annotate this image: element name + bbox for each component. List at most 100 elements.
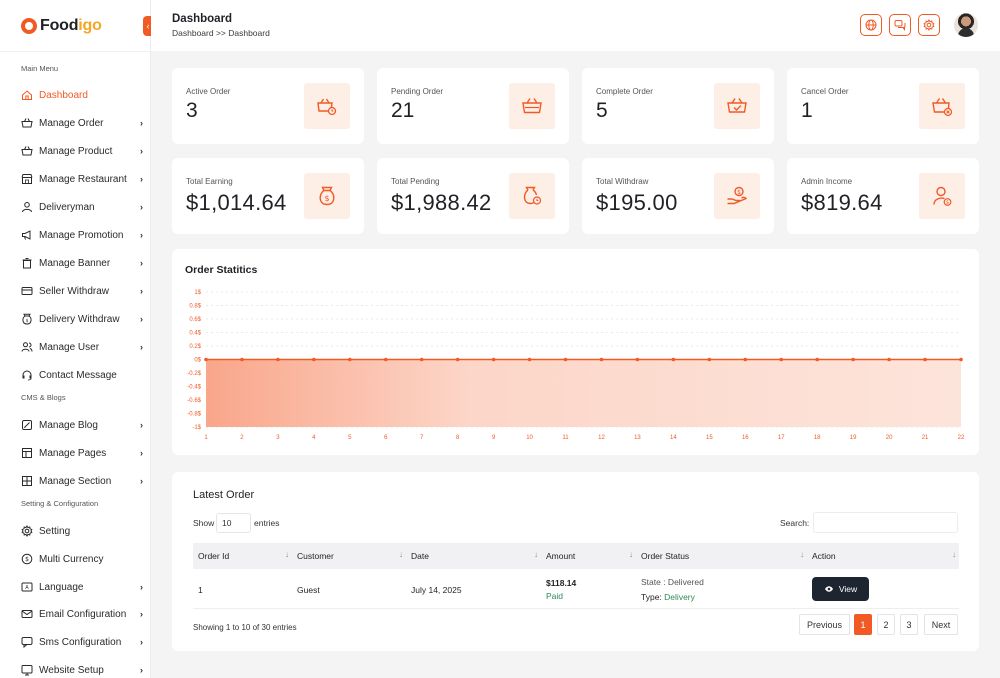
sidebar-item-manage-pages[interactable]: Manage Pages › [21, 444, 143, 462]
x-tick-label: 21 [922, 435, 929, 441]
basket-icon [509, 83, 555, 129]
sidebar-item-language[interactable]: A Language › [21, 578, 143, 596]
language-button[interactable] [860, 14, 882, 36]
website-icon [21, 665, 33, 676]
sidebar-collapse-button[interactable]: ‹ [143, 16, 153, 36]
stat-card-admin-income[interactable]: Admin Income $819.64 $ [787, 158, 979, 234]
topbar: Dashboard Dashboard >> Dashboard [151, 0, 1000, 51]
column-customer[interactable]: Customer [297, 551, 334, 561]
pages-icon [22, 448, 32, 458]
basket-check-icon [727, 98, 747, 113]
sidebar-item-seller-withdraw[interactable]: Seller Withdraw › [21, 282, 143, 300]
data-point [527, 357, 532, 362]
user-avatar[interactable] [954, 13, 978, 37]
pagination-page-2[interactable]: 2 [877, 614, 895, 635]
sidebar-item-website-setup[interactable]: Website Setup › [21, 661, 143, 678]
search-input[interactable] [813, 512, 958, 533]
date-cell: July 14, 2025 [411, 585, 462, 595]
basket-x-icon [932, 98, 953, 117]
row-divider [193, 608, 959, 609]
sort-icon[interactable]: ↓ [952, 550, 956, 559]
sort-icon[interactable]: ↓ [800, 550, 804, 559]
sidebar-item-label: Language [39, 581, 84, 593]
sidebar-item-label: Sms Configuration [39, 636, 122, 648]
stat-card-total-withdraw[interactable]: Total Withdraw $195.00 $ [582, 158, 774, 234]
sidebar-item-manage-product[interactable]: Manage Product › [21, 142, 143, 160]
sort-icon[interactable]: ↓ [534, 550, 538, 559]
sidebar-item-manage-section[interactable]: Manage Section › [21, 472, 143, 490]
sidebar-item-label: Contact Message [39, 369, 117, 381]
sidebar-item-manage-user[interactable]: Manage User › [21, 338, 143, 356]
sidebar-item-delivery-withdraw[interactable]: $ Delivery Withdraw › [21, 310, 143, 328]
sidebar-item-label: Setting [39, 525, 71, 537]
sidebar-item-manage-restaurant[interactable]: Manage Restaurant › [21, 170, 143, 188]
pagination-page-3[interactable]: 3 [900, 614, 918, 635]
chevron-right-icon: › [140, 665, 143, 675]
column-order-id[interactable]: Order Id [198, 551, 230, 561]
sidebar-item-multi-currency[interactable]: $ Multi Currency [21, 550, 143, 568]
stat-card-active-order[interactable]: Active Order 3 [172, 68, 364, 144]
money-bag-icon: $ [319, 186, 335, 206]
stat-card-pending-order[interactable]: Pending Order 21 [377, 68, 569, 144]
column-order-status[interactable]: Order Status [641, 551, 690, 561]
sort-icon[interactable]: ↓ [629, 550, 633, 559]
money-bag-icon: $ [22, 313, 32, 325]
stat-card-total-pending[interactable]: Total Pending $1,988.42 [377, 158, 569, 234]
data-point [815, 357, 819, 362]
order-type: Type: Delivery [641, 592, 695, 602]
settings-button[interactable] [918, 14, 940, 36]
data-point [887, 357, 891, 362]
stat-card-total-earning[interactable]: Total Earning $1,014.64 $ [172, 158, 364, 234]
sidebar-item-contact-message[interactable]: Contact Message [21, 366, 143, 384]
sidebar-item-dashboard[interactable]: Dashboard [21, 86, 143, 104]
sidebar-item-label: Deliveryman [39, 201, 95, 213]
sidebar-item-sms-configuration[interactable]: Sms Configuration › [21, 633, 143, 651]
pagination-next[interactable]: Next [924, 614, 958, 635]
svg-text:A: A [25, 585, 29, 591]
chevron-right-icon: › [140, 476, 143, 486]
y-tick-label: -1$ [192, 425, 201, 431]
messages-button[interactable] [889, 14, 911, 36]
sidebar-item-deliveryman[interactable]: Deliveryman › [21, 198, 143, 216]
menu-section-settings: Setting & Configuration [21, 499, 99, 508]
column-date[interactable]: Date [411, 551, 429, 561]
store-icon [21, 173, 33, 185]
column-action[interactable]: Action [812, 551, 836, 561]
sort-icon[interactable]: ↓ [399, 550, 403, 559]
sidebar-item-manage-banner[interactable]: Manage Banner › [21, 254, 143, 272]
sidebar-item-manage-blog[interactable]: Manage Blog › [21, 416, 143, 434]
y-tick-label: 0.4$ [189, 331, 201, 337]
sidebar-item-email-configuration[interactable]: Email Configuration › [21, 605, 143, 623]
breadcrumb[interactable]: Dashboard >> Dashboard [172, 28, 270, 38]
stat-card-complete-order[interactable]: Complete Order 5 [582, 68, 774, 144]
pagination-page-1[interactable]: 1 [854, 614, 872, 635]
sidebar-divider [0, 51, 151, 52]
sidebar-item-setting[interactable]: Setting [21, 522, 143, 540]
x-tick-label: 5 [348, 435, 352, 441]
stat-card-cancel-order[interactable]: Cancel Order 1 [787, 68, 979, 144]
x-tick-label: 22 [958, 435, 965, 441]
stat-value: $819.64 [801, 190, 883, 215]
data-point [671, 357, 676, 362]
chevron-right-icon: › [140, 202, 143, 212]
x-tick-label: 2 [240, 435, 244, 441]
pagination-previous[interactable]: Previous [799, 614, 850, 635]
stat-label: Cancel Order [801, 87, 849, 96]
view-button[interactable]: View [812, 577, 869, 601]
chevron-right-icon: › [140, 637, 143, 647]
basket-clock-icon [304, 83, 350, 129]
sidebar-item-manage-order[interactable]: Manage Order › [21, 114, 143, 132]
currency-icon: $ [21, 553, 33, 565]
data-point [959, 357, 963, 362]
section-icon [22, 476, 32, 486]
y-tick-label: 1$ [194, 290, 201, 296]
user-coin-icon: $ [919, 173, 965, 219]
column-amount[interactable]: Amount [546, 551, 576, 561]
x-tick-label: 19 [850, 435, 857, 441]
brand-logo[interactable]: Foodigo [21, 15, 102, 37]
entries-per-page-select[interactable]: 10 [216, 513, 251, 533]
sidebar-item-manage-promotion[interactable]: Manage Promotion › [21, 226, 143, 244]
user-icon [22, 202, 32, 213]
x-tick-label: 12 [598, 435, 605, 441]
sort-icon[interactable]: ↓ [285, 550, 289, 559]
